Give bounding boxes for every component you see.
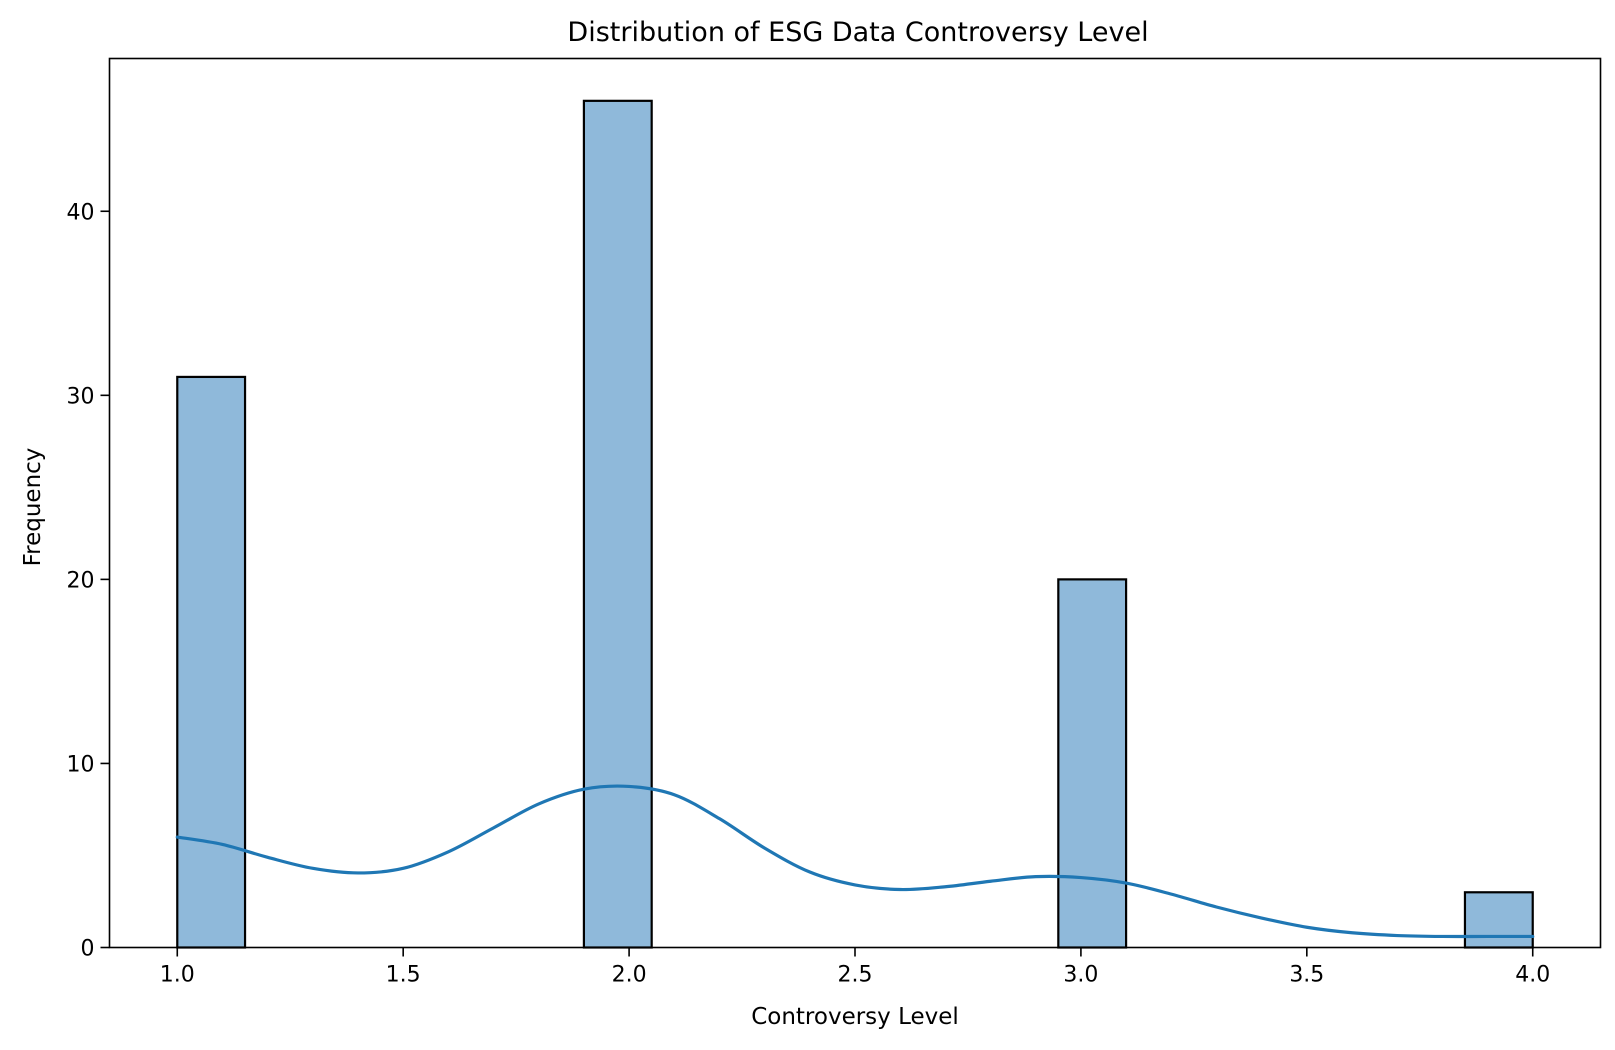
histogram-bar-3	[1463, 891, 1534, 949]
x-tick-label: 3.5	[1289, 963, 1324, 988]
x-tick-label: 4.0	[1515, 963, 1550, 988]
bars-layer	[176, 99, 1534, 949]
y-tick-label: 40	[67, 200, 95, 225]
x-tick-label: 1.5	[386, 963, 421, 988]
plot-frame	[108, 57, 1602, 949]
y-tick-label: 30	[67, 384, 95, 409]
y-axis: 0 10 20 30 40	[67, 200, 110, 962]
kde-layer	[175, 784, 1535, 939]
y-tick-label: 0	[81, 937, 95, 962]
x-tick-label: 3.0	[1063, 963, 1098, 988]
y-tick-label: 20	[67, 568, 95, 593]
x-axis: 1.0 1.5 2.0 2.5 3.0 3.5 4.0	[160, 947, 1550, 988]
histogram-bar-1	[582, 99, 653, 949]
histogram-bar-2	[1057, 578, 1128, 949]
x-tick-label: 1.0	[160, 963, 195, 988]
y-axis-label: Frequency	[20, 448, 46, 567]
x-tick-label: 2.5	[838, 963, 873, 988]
histogram-bar-0	[176, 375, 247, 949]
x-axis-label: Controversy Level	[751, 1004, 959, 1030]
y-tick-label: 10	[67, 752, 95, 777]
kde-line	[175, 784, 1535, 939]
x-tick-label: 2.0	[612, 963, 647, 988]
chart-title: Distribution of ESG Data Controversy Lev…	[567, 17, 1148, 48]
